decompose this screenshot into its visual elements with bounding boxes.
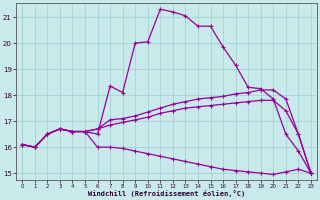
X-axis label: Windchill (Refroidissement éolien,°C): Windchill (Refroidissement éolien,°C) [88,190,245,197]
